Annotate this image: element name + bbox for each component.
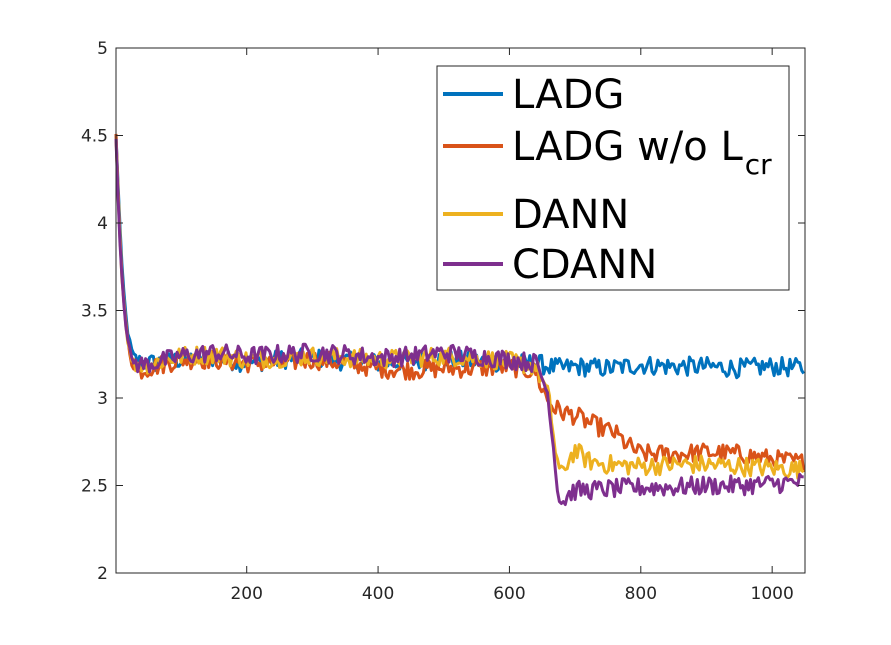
y-tick-label: 2.5 bbox=[81, 477, 108, 497]
x-tick-label: 600 bbox=[493, 584, 525, 604]
series-line-dann bbox=[114, 138, 805, 480]
series-lines bbox=[114, 133, 806, 507]
y-tick-label: 3 bbox=[97, 389, 108, 409]
legend-label: CDANN bbox=[512, 242, 657, 288]
x-tick-label: 400 bbox=[362, 584, 394, 604]
y-tick-label: 2 bbox=[97, 564, 108, 584]
y-tick-label: 5 bbox=[97, 39, 108, 59]
legend-box bbox=[436, 65, 790, 291]
x-axis-ticks: 200 400 600 800 1000 bbox=[230, 48, 794, 604]
x-tick-label: 200 bbox=[230, 584, 262, 604]
y-axis-ticks: 2 2.5 3 3.5 4 4.5 5 bbox=[81, 39, 805, 584]
x-tick-label: 1000 bbox=[751, 584, 794, 604]
series-line-cdann bbox=[114, 138, 804, 507]
y-tick-label: 4.5 bbox=[81, 127, 108, 147]
legend-label: LADG bbox=[512, 72, 624, 118]
x-tick-label: 800 bbox=[625, 584, 657, 604]
y-tick-label: 3.5 bbox=[81, 302, 108, 322]
y-tick-label: 4 bbox=[97, 214, 108, 234]
legend-label-subscript: cr bbox=[745, 148, 772, 181]
legend-label: DANN bbox=[512, 192, 629, 238]
